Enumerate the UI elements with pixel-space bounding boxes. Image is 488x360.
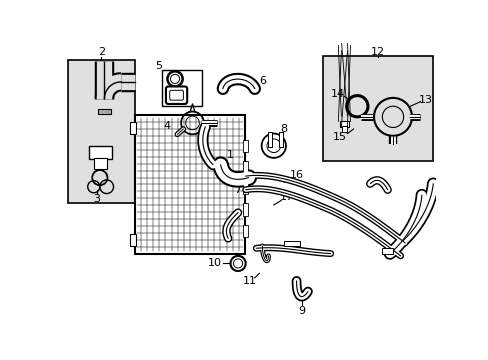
Bar [243, 203, 247, 216]
Bar [382, 248, 392, 253]
Text: 10: 10 [208, 258, 222, 269]
Bar [162, 70, 201, 106]
Text: 11: 11 [243, 276, 257, 286]
Bar [68, 60, 135, 203]
Bar [268, 132, 272, 147]
Text: 13: 13 [418, 95, 432, 105]
Bar [89, 146, 112, 159]
Text: 4: 4 [163, 121, 171, 131]
Bar [279, 132, 283, 147]
Bar [323, 56, 431, 161]
Text: 8: 8 [280, 124, 286, 134]
Bar [243, 225, 247, 237]
Text: 7: 7 [234, 185, 241, 195]
Circle shape [266, 139, 280, 153]
Bar [243, 161, 247, 173]
Text: 3: 3 [93, 194, 100, 204]
Circle shape [261, 134, 285, 158]
Text: 14: 14 [330, 89, 345, 99]
Bar [94, 158, 107, 168]
Bar [283, 242, 300, 246]
Text: 1: 1 [226, 150, 234, 160]
Text: 15: 15 [332, 132, 346, 141]
FancyBboxPatch shape [165, 86, 187, 104]
Text: 17: 17 [279, 192, 293, 202]
Text: 12: 12 [370, 47, 384, 57]
Bar [130, 234, 135, 246]
Bar [135, 115, 244, 253]
Bar [342, 126, 346, 132]
Bar [130, 122, 135, 134]
Bar [339, 121, 348, 127]
Bar [243, 140, 247, 152]
Bar [243, 182, 247, 194]
Text: 9: 9 [298, 306, 305, 316]
FancyBboxPatch shape [169, 90, 183, 100]
Text: 6: 6 [258, 76, 265, 86]
Text: 5: 5 [155, 61, 163, 71]
Text: 16: 16 [289, 170, 303, 180]
Bar [98, 109, 111, 114]
Text: 2: 2 [98, 47, 105, 57]
